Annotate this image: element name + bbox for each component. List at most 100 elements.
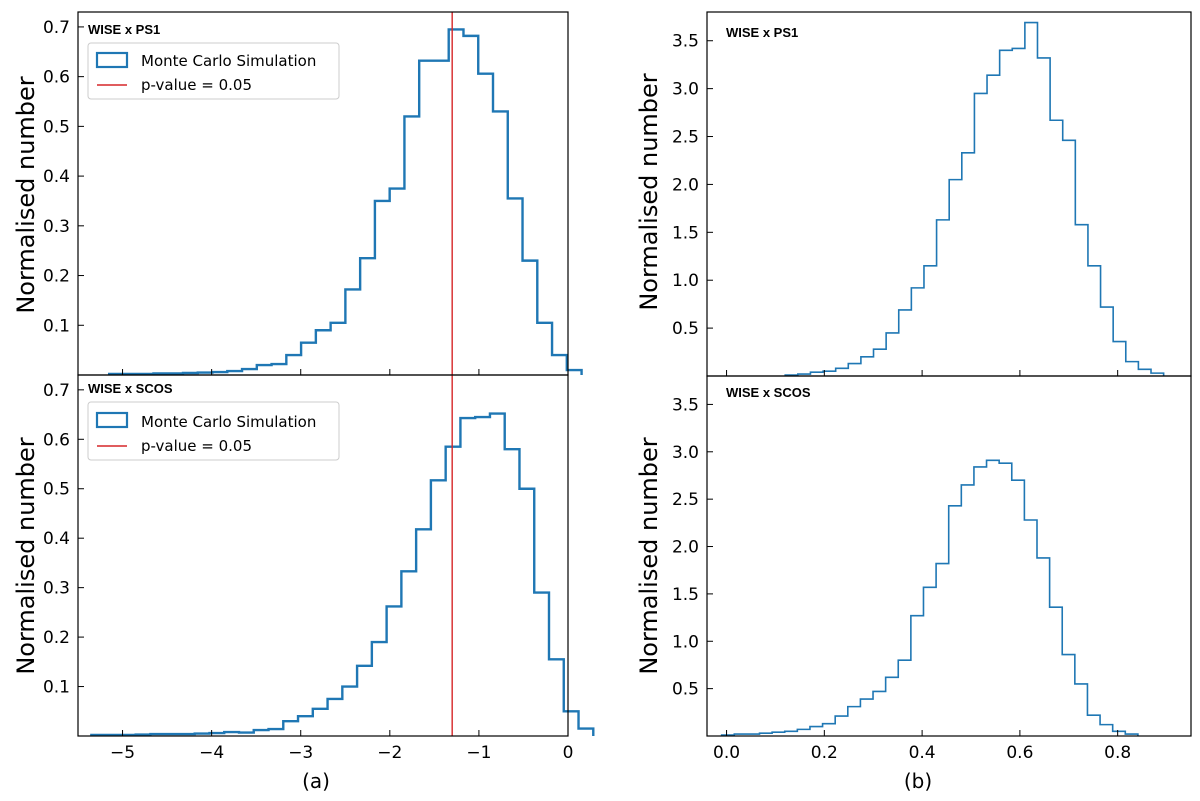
y-tick-label: 1.0 bbox=[672, 271, 699, 291]
histogram-bin bbox=[345, 289, 360, 375]
panel-a-top: 0.1 0.2 0.3 0.4 0.5 0.6 0.7 WISE x PS1 Normali… bbox=[12, 11, 583, 376]
y-tick-label: 0.5 bbox=[43, 117, 70, 137]
histogram-bin bbox=[861, 357, 874, 376]
histogram-b-bottom bbox=[720, 459, 1139, 736]
histogram-a-top bbox=[107, 12, 583, 376]
histogram-bin bbox=[301, 343, 316, 375]
x-tick-label: −1 bbox=[466, 743, 491, 763]
histogram-bin bbox=[549, 659, 564, 736]
y-tick-label: 3.0 bbox=[672, 80, 699, 100]
histogram-bin bbox=[493, 111, 508, 375]
x-tick-label: −3 bbox=[288, 743, 313, 763]
histogram-bin bbox=[316, 330, 331, 375]
histogram-bin bbox=[961, 485, 974, 736]
histogram-bin bbox=[372, 642, 387, 736]
y-tick-label: 2.5 bbox=[672, 128, 699, 148]
histogram-bin bbox=[848, 707, 861, 736]
histogram-bin bbox=[360, 258, 375, 375]
histogram-bin bbox=[523, 261, 538, 375]
histogram-bin bbox=[797, 729, 810, 736]
y-tick-label: 0.1 bbox=[43, 316, 70, 336]
y-axis-label-a-bottom: Normalised number bbox=[12, 437, 40, 674]
histogram-bin bbox=[1050, 607, 1063, 736]
histogram-bin bbox=[1012, 480, 1025, 736]
panel-title-a-top: WISE x PS1 bbox=[88, 22, 160, 37]
histogram-bin bbox=[1088, 266, 1101, 376]
x-axis-ticks-a-bottom: −5 −4 −3 −2 −1 0 bbox=[110, 730, 573, 763]
histogram-bin bbox=[375, 201, 390, 375]
histogram-bin bbox=[1063, 140, 1076, 376]
panel-b-bottom: 0.0 0.2 0.4 0.6 0.8 0.5 1.0 1.5 2.0 2.5 3.0 3.5 WI… bbox=[635, 375, 1192, 793]
histogram-bin bbox=[283, 721, 298, 736]
histogram-bin bbox=[1113, 342, 1126, 376]
histogram-bin bbox=[286, 355, 301, 375]
x-tick-label: −4 bbox=[199, 743, 224, 763]
histogram-bin bbox=[924, 266, 937, 376]
histogram-bin bbox=[1062, 655, 1075, 736]
histogram-bin bbox=[416, 529, 431, 736]
histogram-bin bbox=[463, 36, 478, 375]
histogram-bin bbox=[519, 489, 534, 736]
histogram-bin bbox=[478, 74, 493, 375]
x-axis-ticks-b-bottom: 0.0 0.2 0.4 0.6 0.8 bbox=[713, 730, 1131, 763]
legend-a-top: Monte Carlo Simulation p-value = 0.05 bbox=[87, 42, 340, 100]
histogram-bin bbox=[475, 417, 490, 736]
y-tick-label: 3.0 bbox=[672, 443, 699, 463]
histogram-bin bbox=[987, 75, 1000, 376]
y-tick-label: 0.6 bbox=[43, 68, 70, 88]
legend-label-pvalue: p-value = 0.05 bbox=[141, 76, 252, 94]
histogram-bin bbox=[534, 593, 549, 736]
histogram-bin bbox=[886, 333, 899, 376]
histogram-bin bbox=[328, 699, 343, 736]
histogram-bin bbox=[1126, 362, 1139, 376]
legend-label-histogram: Monte Carlo Simulation bbox=[141, 413, 316, 431]
histogram-bin bbox=[1012, 48, 1025, 376]
histogram-bin bbox=[331, 323, 346, 375]
histogram-bin bbox=[401, 571, 416, 736]
y-tick-label: 0.5 bbox=[672, 680, 699, 700]
histogram-bin bbox=[313, 709, 328, 736]
histogram-bin bbox=[1025, 23, 1038, 376]
histogram-bin bbox=[1050, 120, 1063, 376]
histogram-outline bbox=[784, 21, 1165, 376]
histogram-bin bbox=[342, 687, 357, 736]
histogram-bin bbox=[449, 29, 464, 375]
histogram-bin bbox=[434, 61, 449, 375]
x-tick-label: −5 bbox=[110, 743, 135, 763]
histogram-bin bbox=[1024, 520, 1037, 736]
y-tick-label: 0.3 bbox=[43, 579, 70, 599]
y-tick-label: 1.0 bbox=[672, 632, 699, 652]
y-tick-label: 0.3 bbox=[43, 217, 70, 237]
histogram-bin bbox=[873, 691, 886, 736]
panel-label-a: (a) bbox=[302, 769, 330, 793]
histogram-bin bbox=[508, 198, 523, 375]
histogram-outline bbox=[90, 412, 595, 737]
histogram-b-top bbox=[784, 21, 1165, 376]
histogram-bin bbox=[835, 716, 848, 736]
y-tick-label: 0.7 bbox=[43, 381, 70, 401]
histogram-bin bbox=[836, 368, 849, 376]
legend-swatch-histogram bbox=[95, 411, 129, 429]
histogram-bin bbox=[505, 449, 520, 736]
histogram-bin bbox=[387, 606, 402, 736]
y-tick-label: 0.1 bbox=[43, 678, 70, 698]
histogram-bin bbox=[537, 323, 552, 375]
histogram-bin bbox=[886, 677, 899, 736]
y-tick-label: 0.6 bbox=[43, 430, 70, 450]
axes-frame-b-bottom bbox=[706, 375, 1192, 737]
y-axis-ticks-b-top: 0.5 1.0 1.5 2.0 2.5 3.0 3.5 bbox=[672, 32, 713, 339]
x-tick-label: −2 bbox=[377, 743, 402, 763]
histogram-bin bbox=[860, 699, 873, 736]
histogram-bin bbox=[419, 61, 434, 375]
y-tick-label: 0.4 bbox=[43, 167, 70, 187]
x-tick-label: 0.2 bbox=[811, 743, 838, 763]
x-axis-ticks-b-top bbox=[726, 370, 1119, 376]
y-tick-label: 1.5 bbox=[672, 223, 699, 243]
histogram-bin bbox=[936, 564, 949, 736]
y-tick-label: 1.5 bbox=[672, 585, 699, 605]
histogram-bin bbox=[899, 310, 912, 376]
y-axis-ticks-a-top: 0.1 0.2 0.3 0.4 0.5 0.6 0.7 bbox=[43, 18, 84, 336]
histogram-bin bbox=[1075, 225, 1088, 376]
panel-title-b-bottom: WISE x SCOS bbox=[726, 385, 811, 400]
